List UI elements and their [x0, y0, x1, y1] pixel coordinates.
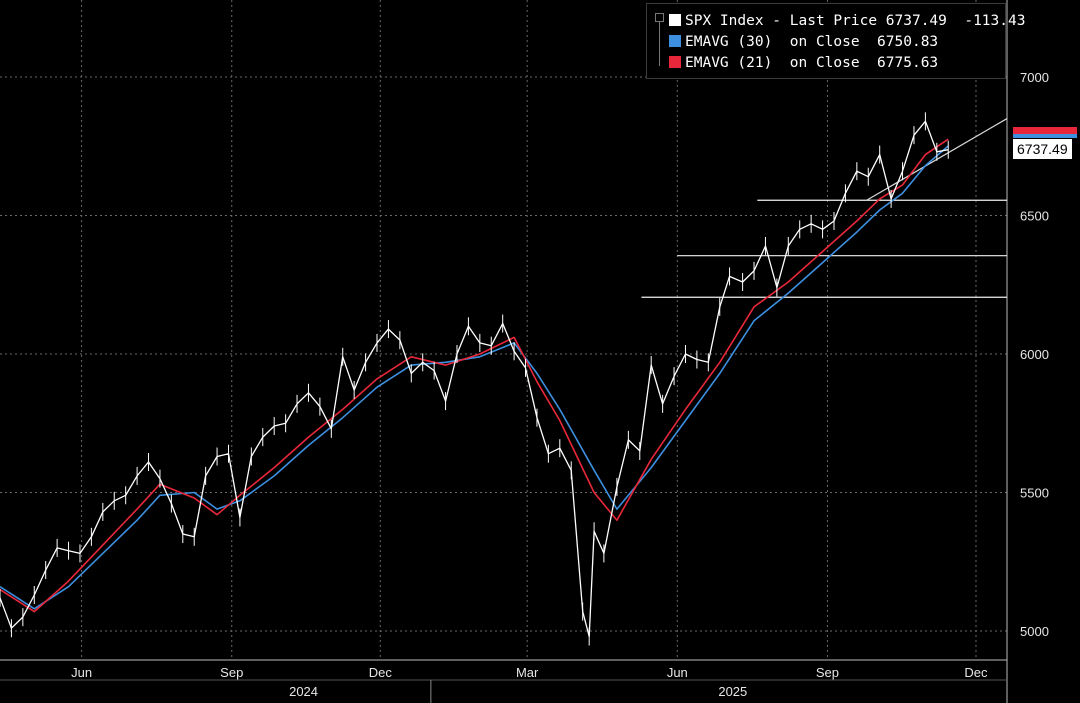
legend-row-ema21: EMAVG (21) on Close 6775.63: [669, 53, 938, 73]
legend-price-label: SPX Index - Last Price 6737.49 -113.43: [685, 13, 1026, 29]
legend-row-price: SPX Index - Last Price 6737.49 -113.43: [669, 11, 1025, 31]
y-tick-label: 6500: [1020, 209, 1049, 224]
year-label: 2025: [718, 684, 747, 699]
x-tick-label: Dec: [369, 665, 393, 680]
x-tick-label: Mar: [516, 665, 539, 680]
legend-ema30-label: EMAVG (30) on Close 6750.83: [685, 34, 939, 50]
y-tick-label: 7000: [1020, 70, 1049, 85]
chart-legend[interactable]: SPX Index - Last Price 6737.49 -113.43 E…: [646, 3, 1025, 79]
last-price-tag: 6737.49: [1013, 139, 1072, 159]
x-tick-label: Sep: [220, 665, 243, 680]
ema21-series-line: [0, 138, 949, 613]
ema21-axis-marker: [1013, 127, 1077, 134]
x-tick-label: Jun: [667, 665, 688, 680]
ema30-axis-marker: [1013, 134, 1077, 138]
legend-collapse-icon[interactable]: [655, 13, 664, 22]
legend-tree-line: [659, 22, 666, 66]
ema30-swatch: [669, 35, 681, 47]
x-tick-label: Jun: [71, 665, 92, 680]
y-tick-label: 6000: [1020, 347, 1049, 362]
price-series-line: [0, 120, 949, 638]
legend-row-ema30: EMAVG (30) on Close 6750.83: [669, 32, 938, 52]
y-tick-label: 5500: [1020, 486, 1049, 501]
y-tick-label: 5000: [1020, 624, 1049, 639]
ema30-series-line: [0, 145, 949, 610]
price-swatch: [669, 14, 681, 26]
x-tick-label: Sep: [816, 665, 839, 680]
legend-ema21-label: EMAVG (21) on Close 6775.63: [685, 55, 939, 71]
x-tick-label: Dec: [964, 665, 988, 680]
year-label: 2024: [289, 684, 318, 699]
ema21-swatch: [669, 56, 681, 68]
